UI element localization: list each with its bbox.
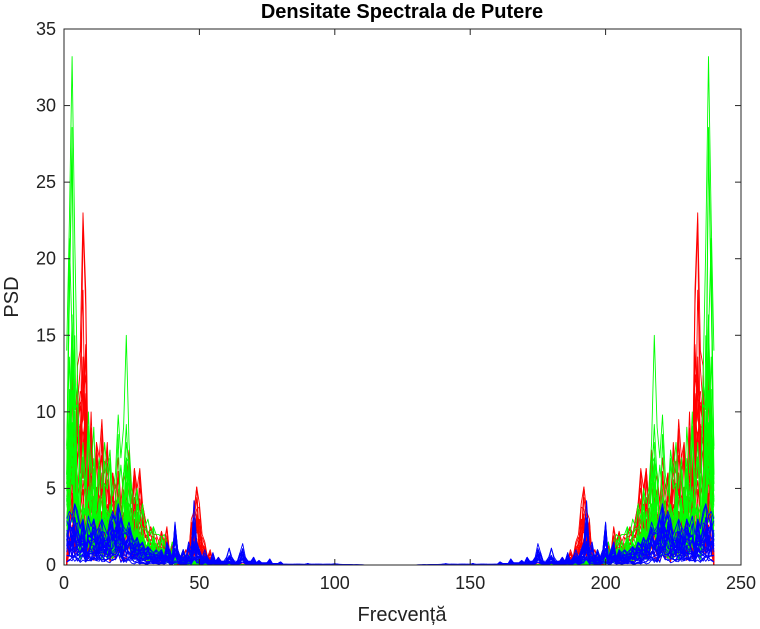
- x-tick-label: 100: [320, 573, 350, 593]
- x-axis-label: Frecvență: [358, 604, 448, 626]
- y-tick-label: 30: [36, 96, 56, 116]
- y-tick-label: 0: [46, 555, 56, 575]
- x-tick-label: 0: [59, 573, 69, 593]
- axes-layer: [63, 28, 742, 566]
- y-tick-label: 15: [36, 325, 56, 345]
- plot-area: [64, 29, 741, 565]
- y-axis-label: PSD: [1, 276, 23, 317]
- y-tick-label: 25: [36, 172, 56, 192]
- x-axis-ticks: 0 50 100 150 200 250: [59, 29, 756, 593]
- y-tick-label: 5: [46, 478, 56, 498]
- chart-title: Densitate Spectrala de Putere: [261, 1, 543, 23]
- y-tick-label: 35: [36, 19, 56, 39]
- y-tick-label: 10: [36, 402, 56, 422]
- y-tick-label: 20: [36, 249, 56, 269]
- x-tick-label: 200: [591, 573, 621, 593]
- x-tick-label: 50: [189, 573, 209, 593]
- x-tick-label: 150: [455, 573, 485, 593]
- x-tick-label: 250: [726, 573, 756, 593]
- y-axis-ticks: 0 5 10 15 20 25 30 35: [36, 19, 741, 575]
- axes-box: [63, 28, 742, 566]
